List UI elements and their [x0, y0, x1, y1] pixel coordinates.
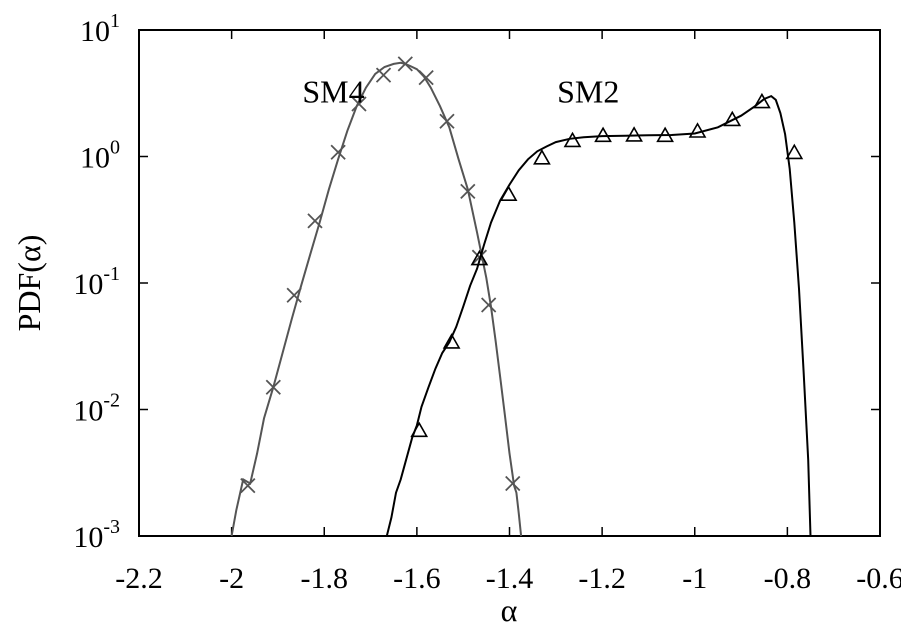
- y-tick-exponent: -3: [103, 516, 120, 538]
- data-point-triangle-marker: [533, 149, 551, 165]
- y-tick-base: 10: [73, 521, 103, 554]
- data-point-triangle-marker: [499, 185, 518, 202]
- data-point-triangle-marker: [753, 92, 771, 109]
- y-tick-exponent: -1: [103, 263, 120, 285]
- data-point-triangle-marker: [688, 122, 707, 138]
- x-tick-label: -2.2: [115, 562, 163, 595]
- series-line: [230, 61, 523, 537]
- data-point-triangle-marker: [410, 421, 429, 438]
- x-tick-label: -1.4: [486, 562, 534, 595]
- x-tick-label: -0.6: [856, 562, 901, 595]
- data-point-triangle-marker: [470, 249, 489, 266]
- data-point-x-marker: [240, 478, 256, 494]
- series-line: [385, 94, 812, 537]
- series-sm2: SM2: [385, 74, 812, 537]
- series-layer: SM4 SM2: [230, 56, 812, 537]
- x-tick-label: -2: [219, 562, 244, 595]
- y-tick-label: 10-2: [73, 390, 120, 428]
- y-tick-base: 10: [73, 268, 103, 301]
- data-point-x-marker: [481, 297, 497, 313]
- data-point-triangle-marker: [656, 126, 674, 143]
- data-point-x-marker: [460, 183, 476, 200]
- y-tick-exponent: -2: [103, 390, 120, 412]
- data-point-x-marker: [505, 475, 521, 492]
- data-point-triangle-marker: [563, 131, 582, 148]
- data-point-x-marker: [439, 113, 455, 129]
- x-tick-label: -1: [682, 562, 707, 595]
- y-tick-base: 10: [80, 15, 110, 48]
- data-point-x-marker: [265, 379, 281, 395]
- y-tick-base: 10: [73, 395, 103, 428]
- data-point-x-marker: [351, 96, 367, 112]
- data-point-x-marker: [375, 67, 392, 83]
- data-point-x-marker: [286, 287, 302, 303]
- x-tick-label: -1.6: [393, 562, 441, 595]
- y-tick-exponent: 1: [110, 10, 120, 32]
- data-point-triangle-marker: [442, 333, 461, 349]
- y-axis-label: PDF(α): [11, 235, 47, 332]
- x-tick-label: -1.2: [578, 562, 626, 595]
- y-tick-label: 10-1: [73, 263, 120, 301]
- data-point-x-marker: [418, 70, 434, 86]
- y-tick-base: 10: [80, 142, 110, 175]
- series-label: SM2: [557, 74, 619, 110]
- y-tick-exponent: 0: [110, 137, 120, 159]
- series-label: SM4: [302, 74, 364, 110]
- x-tick-label: -0.8: [764, 562, 812, 595]
- data-point-triangle-marker: [625, 126, 643, 142]
- x-axis: -2.2 -2 -1.8 -1.6 -1.4 -1.2 -1 -0.8 -0.6: [115, 30, 901, 595]
- data-point-x-marker: [330, 144, 346, 160]
- x-tick-label: -1.8: [301, 562, 349, 595]
- x-axis-label: α: [501, 592, 518, 628]
- y-tick-label: 100: [80, 137, 120, 175]
- data-point-triangle-marker: [785, 143, 804, 160]
- data-point-triangle-marker: [723, 110, 742, 127]
- data-point-x-marker: [307, 213, 323, 229]
- y-tick-label: 101: [80, 10, 120, 48]
- data-point-x-marker: [397, 56, 413, 72]
- y-tick-label: 10-3: [73, 516, 120, 554]
- series-sm4: SM4: [230, 56, 523, 537]
- data-point-triangle-marker: [594, 126, 612, 143]
